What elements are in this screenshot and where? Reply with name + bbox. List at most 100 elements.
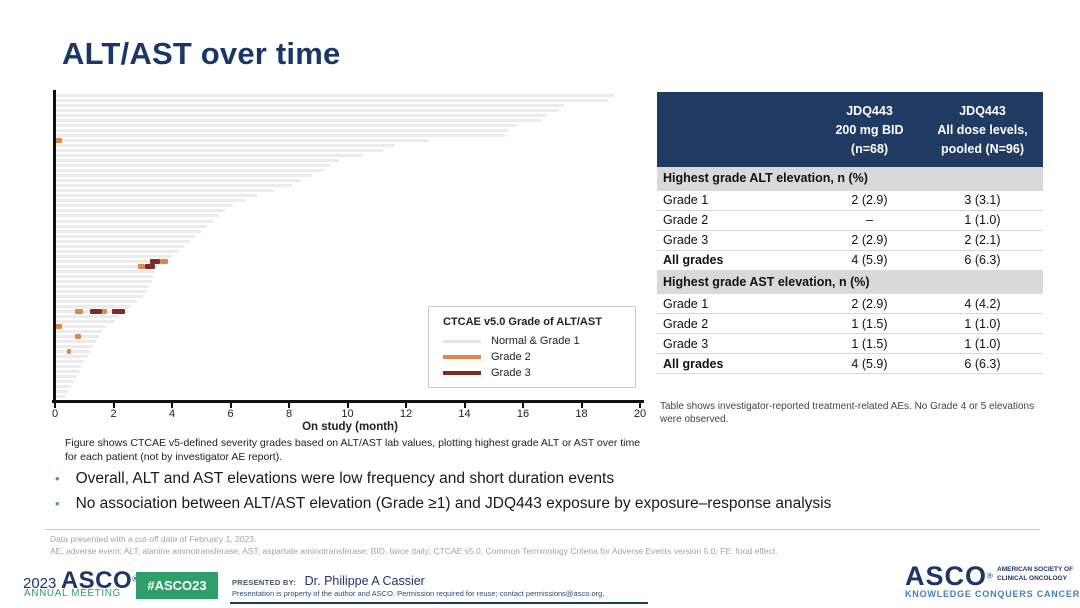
x-tick — [288, 403, 290, 408]
patient-bar — [55, 254, 172, 258]
grade-2-segment — [101, 308, 107, 314]
patient-bar — [55, 274, 153, 278]
table-header-row: JDQ443 200 mg BID (n=68) JDQ443 All dose le… — [657, 92, 1043, 168]
asco-side-line2: CLINICAL ONCOLOGY — [997, 574, 1067, 582]
patient-bar — [55, 375, 77, 379]
table-section-header: Highest grade AST elevation, n (%) — [657, 270, 1043, 295]
row-value: 4 (4.2) — [964, 296, 1001, 311]
patient-bar — [55, 284, 149, 288]
patient-bar — [55, 159, 339, 163]
bullet-icon: • — [55, 471, 60, 486]
asco-side-text: AMERICAN SOCIETY OF CLINICAL ONCOLOGY — [997, 566, 1080, 584]
footnotes: Data presented with a cut-off date of Fe… — [50, 533, 1050, 558]
asco-wordmark: ASCO — [905, 561, 988, 591]
table-row: Grade 2 1 (1.5) 1 (1.0) — [657, 314, 1043, 335]
grade-2-segment — [75, 333, 82, 339]
patient-bar — [55, 294, 143, 298]
grade-2-segment — [138, 263, 146, 269]
patient-bar — [55, 395, 66, 399]
row-value: 2 (2.9) — [851, 193, 888, 208]
asco-tagline: KNOWLEDGE CONQUERS CANCER — [905, 589, 1080, 599]
patient-bar — [55, 314, 120, 318]
x-tick-label: 4 — [168, 408, 176, 420]
grade-2-segment — [67, 349, 72, 355]
registered-mark-icon: ® — [132, 575, 138, 584]
legend-item: Grade 2 — [443, 349, 625, 365]
patient-bar — [55, 104, 564, 108]
patient-bar — [55, 269, 155, 273]
patient-bar — [55, 124, 518, 128]
patient-bar — [55, 304, 132, 308]
patient-bar — [55, 204, 234, 208]
row-value: 2 (2.1) — [964, 233, 1001, 248]
patient-bar — [55, 299, 137, 303]
y-axis-line — [53, 90, 56, 402]
patient-bar — [55, 289, 146, 293]
row-value: 2 (2.9) — [851, 296, 888, 311]
bullet-item: • No association between ALT/AST elevatio… — [55, 495, 1045, 513]
swimmer-plot: 0 2 4 6 8 10 12 14 16 18 20 On study (month) CTCAE… — [0, 0, 660, 465]
x-tick — [54, 403, 56, 408]
patient-bar — [55, 164, 330, 168]
row-value: 4 (5.9) — [851, 356, 888, 371]
table-header-line: 200 mg BID — [835, 122, 904, 137]
patient-bar — [55, 319, 114, 323]
table-header-col1: JDQ443 200 mg BID (n=68) — [817, 102, 922, 158]
table-footnote: Table shows investigator-reported treatm… — [660, 401, 1035, 425]
meeting-org: ASCO — [60, 567, 133, 594]
row-value: 1 (1.0) — [964, 336, 1001, 351]
grade-2-segment — [160, 258, 168, 264]
table-row: All grades 4 (5.9) 6 (6.3) — [657, 250, 1043, 271]
patient-bar — [55, 219, 213, 223]
x-tick-label: 14 — [458, 408, 471, 420]
row-label: Grade 2 — [663, 213, 709, 228]
x-tick-label: 2 — [110, 408, 117, 420]
patient-bar — [55, 149, 383, 153]
patient-bar — [55, 154, 363, 158]
footnote-line: AE, adverse event; ALT, alanine aminotra… — [50, 546, 778, 557]
x-tick — [405, 403, 407, 408]
x-axis-label: On study (month) — [302, 421, 398, 433]
patient-bar — [55, 365, 82, 369]
row-value: 6 (6.3) — [964, 356, 1001, 371]
results-table: JDQ443 200 mg BID (n=68) JDQ443 All dose le… — [657, 92, 1043, 375]
legend-title: CTCAE v5.0 Grade of ALT/AST — [443, 316, 602, 328]
row-label: Grade 3 — [663, 233, 709, 248]
bullet-text: Overall, ALT and AST elevations were low… — [75, 470, 615, 487]
grade-2-segment — [55, 138, 63, 144]
legend-item: Normal & Grade 1 — [443, 333, 625, 349]
legend-swatch — [443, 371, 481, 375]
table-body: Highest grade ALT elevation, n (%) Grade … — [657, 167, 1043, 375]
row-label: Grade 2 — [663, 316, 709, 331]
patient-bar — [55, 94, 614, 97]
legend-label: Grade 3 — [491, 367, 531, 379]
x-tick — [463, 403, 466, 408]
patient-bar — [55, 339, 96, 343]
patient-bar — [55, 324, 107, 328]
table-header-line: pooled (N=96) — [941, 141, 1024, 156]
patient-bar — [55, 279, 152, 283]
x-tick-label: 0 — [51, 408, 59, 420]
row-label: All grades — [663, 356, 724, 371]
table-header-col2: JDQ443 All dose levels, pooled (N=96) — [922, 102, 1043, 158]
registered-mark-icon: ® — [987, 571, 993, 581]
row-value: 2 (2.9) — [851, 233, 888, 248]
patient-bar — [55, 350, 91, 354]
patient-bar — [55, 370, 80, 374]
grade-3-segment — [112, 308, 126, 314]
patient-bar — [55, 194, 257, 198]
hashtag-badge: #ASCO23 — [136, 572, 218, 599]
patient-bar — [55, 385, 72, 389]
patient-bar — [55, 229, 202, 233]
x-tick-label: 8 — [285, 408, 293, 420]
x-tick — [346, 403, 349, 408]
patient-bar — [55, 390, 69, 394]
row-label: Grade 1 — [663, 296, 709, 311]
chart-legend: CTCAE v5.0 Grade of ALT/AST Normal & Gra… — [428, 306, 636, 388]
row-value: 1 (1.5) — [851, 336, 888, 351]
patient-bar — [55, 355, 88, 359]
table-row: All grades 4 (5.9) 6 (6.3) — [657, 354, 1043, 375]
footer-navy-rule — [230, 602, 648, 604]
patient-bar — [55, 249, 178, 253]
patient-bar — [55, 264, 156, 268]
